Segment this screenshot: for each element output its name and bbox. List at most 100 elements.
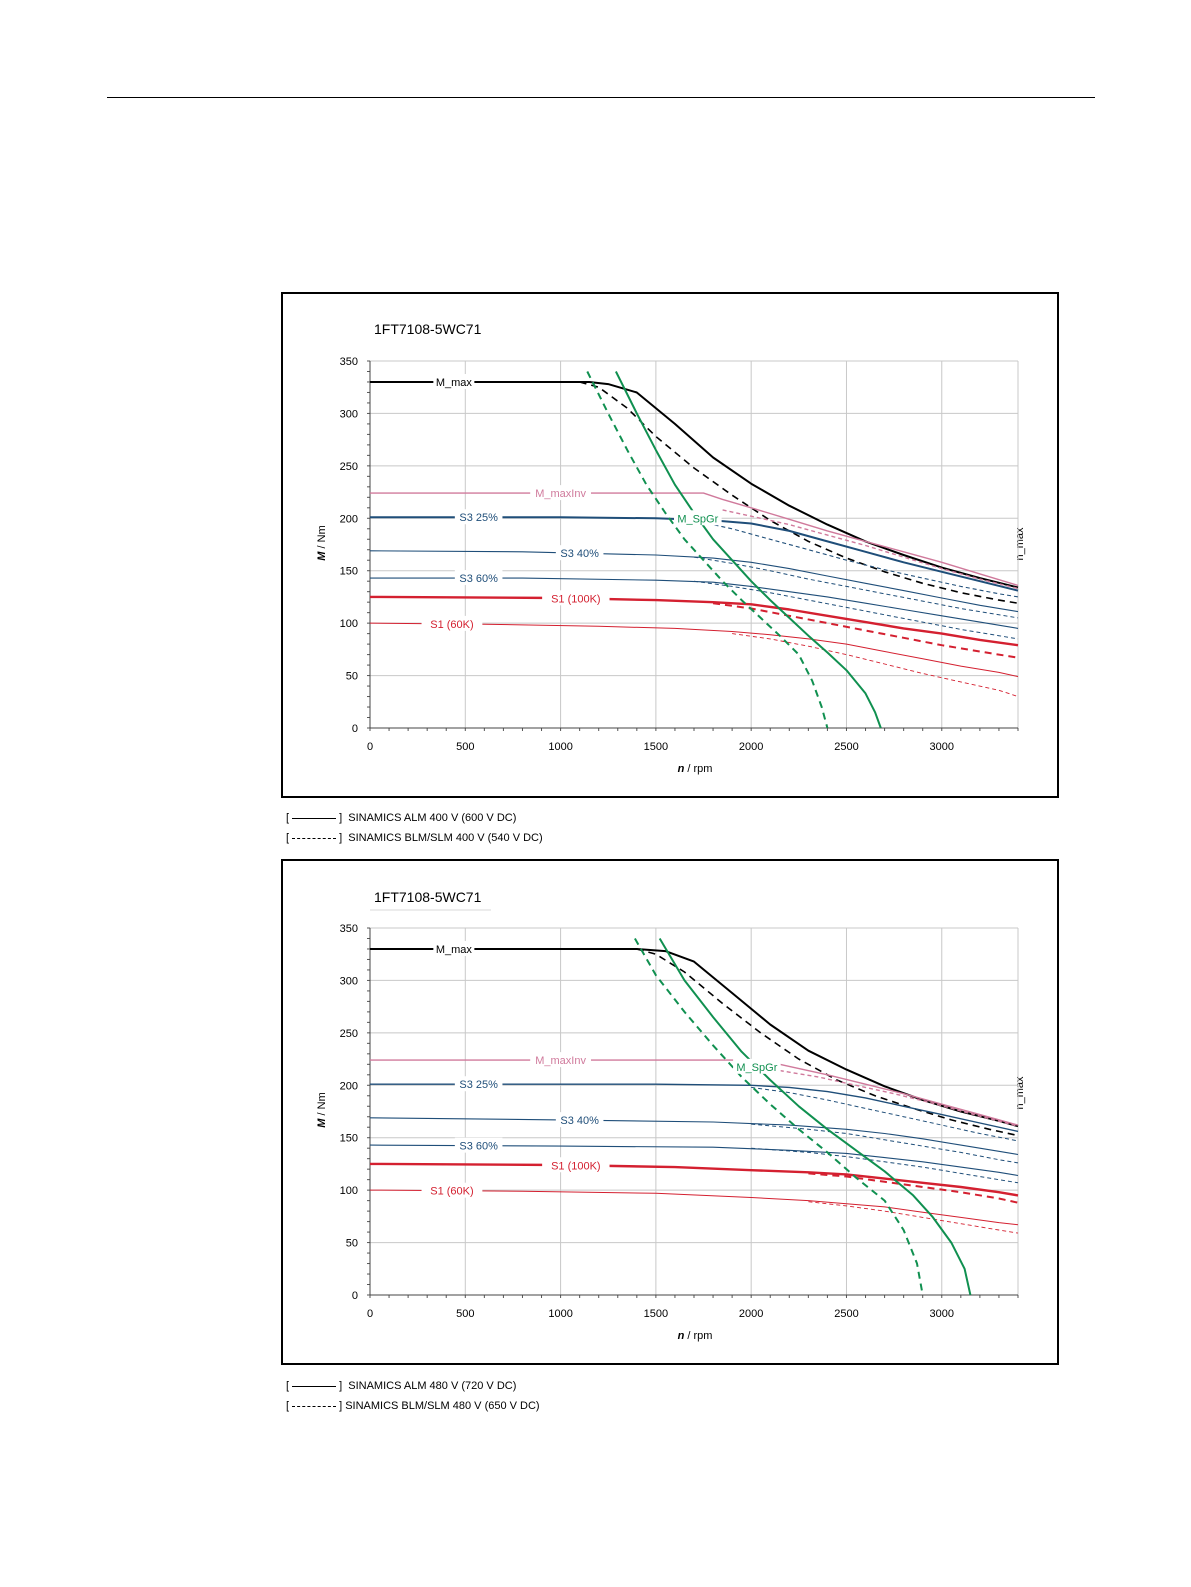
legend-text: SINAMICS BLM/SLM 400 V (540 V DC)	[348, 832, 543, 844]
legend-solid-line: [] SINAMICS ALM 400 V (600 V DC)	[286, 812, 516, 824]
series-label-layer: M_max M_maxInv S3 25% S3 40% S3 60% S1 (100K)…	[421, 940, 781, 1198]
solid-line-sample	[292, 1385, 337, 1387]
chart-title: 1FT7108-5WC71	[374, 889, 482, 905]
series-label-bg	[530, 1052, 591, 1068]
y-tick-label: 50	[346, 671, 358, 683]
m-spgr-line	[658, 937, 972, 1296]
series-layer	[369, 371, 1019, 729]
x-axis-label: n / rpm	[678, 1330, 713, 1342]
series-label: S3 25%	[459, 1079, 498, 1091]
series-label: M_maxInv	[535, 488, 586, 500]
series-label-bg	[555, 1112, 604, 1128]
s3-40-line	[369, 550, 1019, 613]
series-layer	[369, 937, 1019, 1296]
m-max-line	[370, 381, 1019, 589]
n-max-label: n_max	[1014, 1076, 1026, 1110]
x-tick-label: 3000	[930, 741, 954, 753]
y-tick-label: 300	[340, 975, 358, 987]
m-maxinv-line	[370, 1059, 1019, 1126]
series-dashed-line	[693, 556, 1019, 619]
x-tick-label: 500	[456, 1308, 474, 1320]
chart-frame-alm-400v: 1FT7108-5WC71 n / rpm M / Nm n_max 0 500 1…	[281, 292, 1059, 798]
series-label-bg	[454, 509, 503, 525]
torque-speed-chart-400v: 1FT7108-5WC71 n / rpm M / Nm n_max 0 500 1…	[316, 321, 1026, 775]
series-label: M_max	[436, 944, 473, 956]
legend-bracket-left: [	[286, 832, 290, 844]
x-tick-label: 2500	[834, 1308, 858, 1320]
solid-line-sample	[292, 817, 337, 819]
series-dashed-line	[751, 1086, 1019, 1142]
x-tick-label: 3000	[930, 1308, 954, 1320]
series-label: S3 40%	[560, 548, 599, 560]
torque-speed-chart-480v: 1FT7108-5WC71 n / rpm M / Nm n_max 0 500 1…	[316, 889, 1026, 1342]
series-label-bg	[433, 373, 475, 389]
series-dashed-line	[636, 948, 1019, 1137]
legend-text: SINAMICS ALM 400 V (600 V DC)	[348, 812, 517, 824]
series-label-layer: M_max M_maxInv S3 25% S3 40% S3 60% S1 (100K)…	[421, 373, 722, 631]
legend-bracket-right: ]	[339, 1380, 343, 1392]
legend-text: SINAMICS ALM 480 V (720 V DC)	[348, 1380, 517, 1392]
legend-solid-line: [] SINAMICS ALM 480 V (720 V DC)	[286, 1380, 516, 1392]
x-tick-label: 500	[456, 741, 474, 753]
y-tick-label: 150	[340, 566, 358, 578]
n-max-label: n_max	[1014, 527, 1026, 561]
series-dashed-line	[808, 1201, 1019, 1234]
s1-100k-line	[369, 1162, 1019, 1197]
y-tick-label: 150	[340, 1133, 358, 1145]
legend-dashed-line: [] SINAMICS BLM/SLM 400 V (540 V DC)	[286, 832, 543, 844]
y-axis-label: M / Nm	[316, 525, 328, 560]
series-label: M_SpGr	[677, 513, 718, 525]
s3-60-line	[369, 1144, 1019, 1177]
chart-frame-alm-480v: 1FT7108-5WC71 n / rpm M / Nm n_max 0 500 1…	[281, 859, 1059, 1365]
series-label: M_SpGr	[736, 1062, 777, 1074]
m-maxinv-line	[370, 492, 1019, 587]
y-tick-label: 0	[352, 1290, 358, 1302]
series-dashed-line	[579, 381, 1019, 604]
x-tick-label: 2000	[739, 1308, 763, 1320]
axes-layer: 0 500 1000 1500 2000 2500 3000 0 50 100 150 200 250 3…	[340, 923, 1019, 1320]
series-label: S3 25%	[459, 512, 498, 524]
series-dashed-line	[751, 1147, 1019, 1184]
series-label-bg	[454, 1137, 503, 1153]
s3-40-line	[369, 1117, 1019, 1156]
s1-60k-line	[369, 1189, 1019, 1226]
legend-bracket-right: ]	[339, 812, 343, 824]
series-label: M_max	[436, 377, 473, 389]
x-axis-label: n / rpm	[678, 763, 713, 775]
series-dashed-line	[693, 580, 1019, 640]
s1-60k-line	[369, 622, 1019, 678]
series-label: S1 (60K)	[430, 1186, 473, 1198]
series-label-bg	[542, 590, 610, 606]
legend-text: SINAMICS BLM/SLM 480 V (650 V DC)	[345, 1400, 540, 1412]
x-tick-label: 1500	[644, 1308, 668, 1320]
y-tick-label: 100	[340, 1185, 358, 1197]
series-label: S1 (100K)	[551, 593, 601, 605]
y-tick-label: 200	[340, 1080, 358, 1092]
series-label-bg	[542, 1157, 610, 1173]
y-tick-label: 350	[340, 356, 358, 368]
y-tick-label: 350	[340, 923, 358, 935]
y-tick-label: 200	[340, 513, 358, 525]
s3-25-line	[370, 1083, 1019, 1133]
legend-dashed-line: [] SINAMICS BLM/SLM 480 V (650 V DC)	[286, 1400, 540, 1412]
x-tick-label: 0	[367, 1308, 373, 1320]
series-dashed-line	[751, 1123, 1019, 1164]
dashed-line-sample	[292, 1405, 337, 1407]
y-tick-label: 250	[340, 1028, 358, 1040]
series-label: S3 60%	[459, 1141, 498, 1153]
x-tick-label: 1500	[644, 741, 668, 753]
m-spgr-line	[615, 371, 882, 729]
y-axis-label: M / Nm	[316, 1092, 328, 1127]
y-tick-label: 300	[340, 408, 358, 420]
series-label-bg	[421, 1182, 483, 1198]
page-top-rule	[107, 97, 1095, 98]
y-tick-label: 250	[340, 461, 358, 473]
x-tick-label: 1000	[548, 1308, 572, 1320]
series-label-bg	[733, 1058, 781, 1074]
series-label-bg	[555, 545, 604, 561]
legend-bracket-right: ]	[339, 1400, 343, 1412]
y-tick-label: 50	[346, 1238, 358, 1250]
series-dashed-line	[634, 938, 924, 1296]
series-label-bg	[433, 940, 475, 956]
series-dashed-line	[712, 602, 1019, 659]
